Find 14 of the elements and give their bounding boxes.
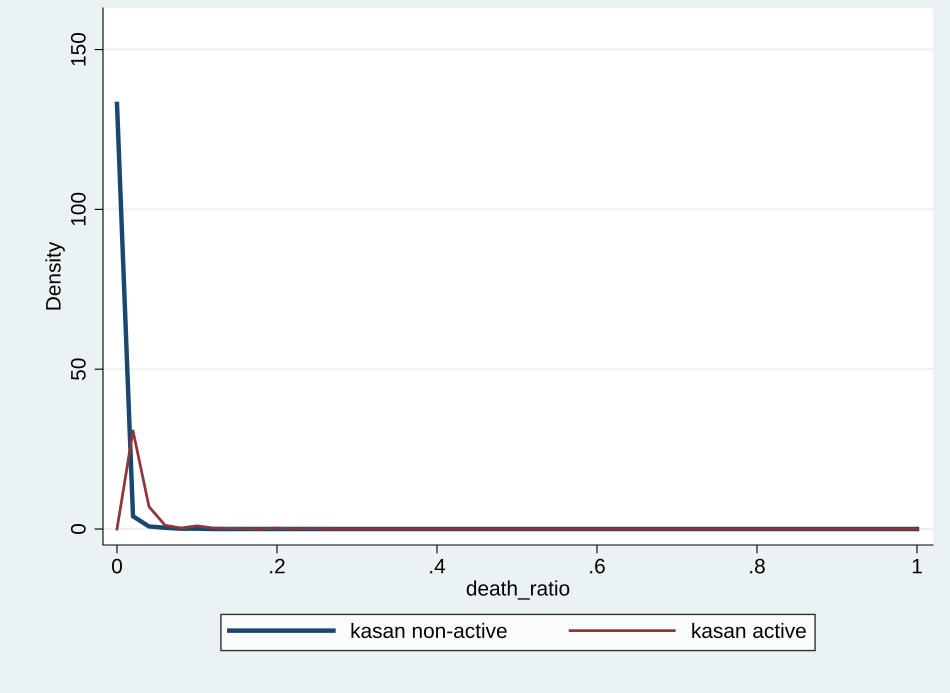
- legend-label: kasan active: [692, 622, 806, 638]
- x-tick-label: 0: [112, 558, 122, 574]
- x-axis-title: death_ratio: [466, 580, 570, 600]
- y-tick-label: 0: [70, 524, 86, 534]
- x-tick-label: .2: [270, 558, 285, 574]
- y-axis-title: Density: [45, 242, 65, 310]
- x-tick-label: .4: [430, 558, 446, 574]
- x-tick-label: 1: [912, 558, 922, 574]
- y-tick-label: 150: [70, 32, 86, 66]
- y-tick-label: 100: [70, 192, 86, 226]
- legend-label: kasan non-active: [352, 622, 507, 638]
- x-tick-label: .6: [590, 558, 605, 574]
- x-tick-label: .8: [750, 558, 765, 574]
- y-tick-label: 50: [70, 358, 86, 380]
